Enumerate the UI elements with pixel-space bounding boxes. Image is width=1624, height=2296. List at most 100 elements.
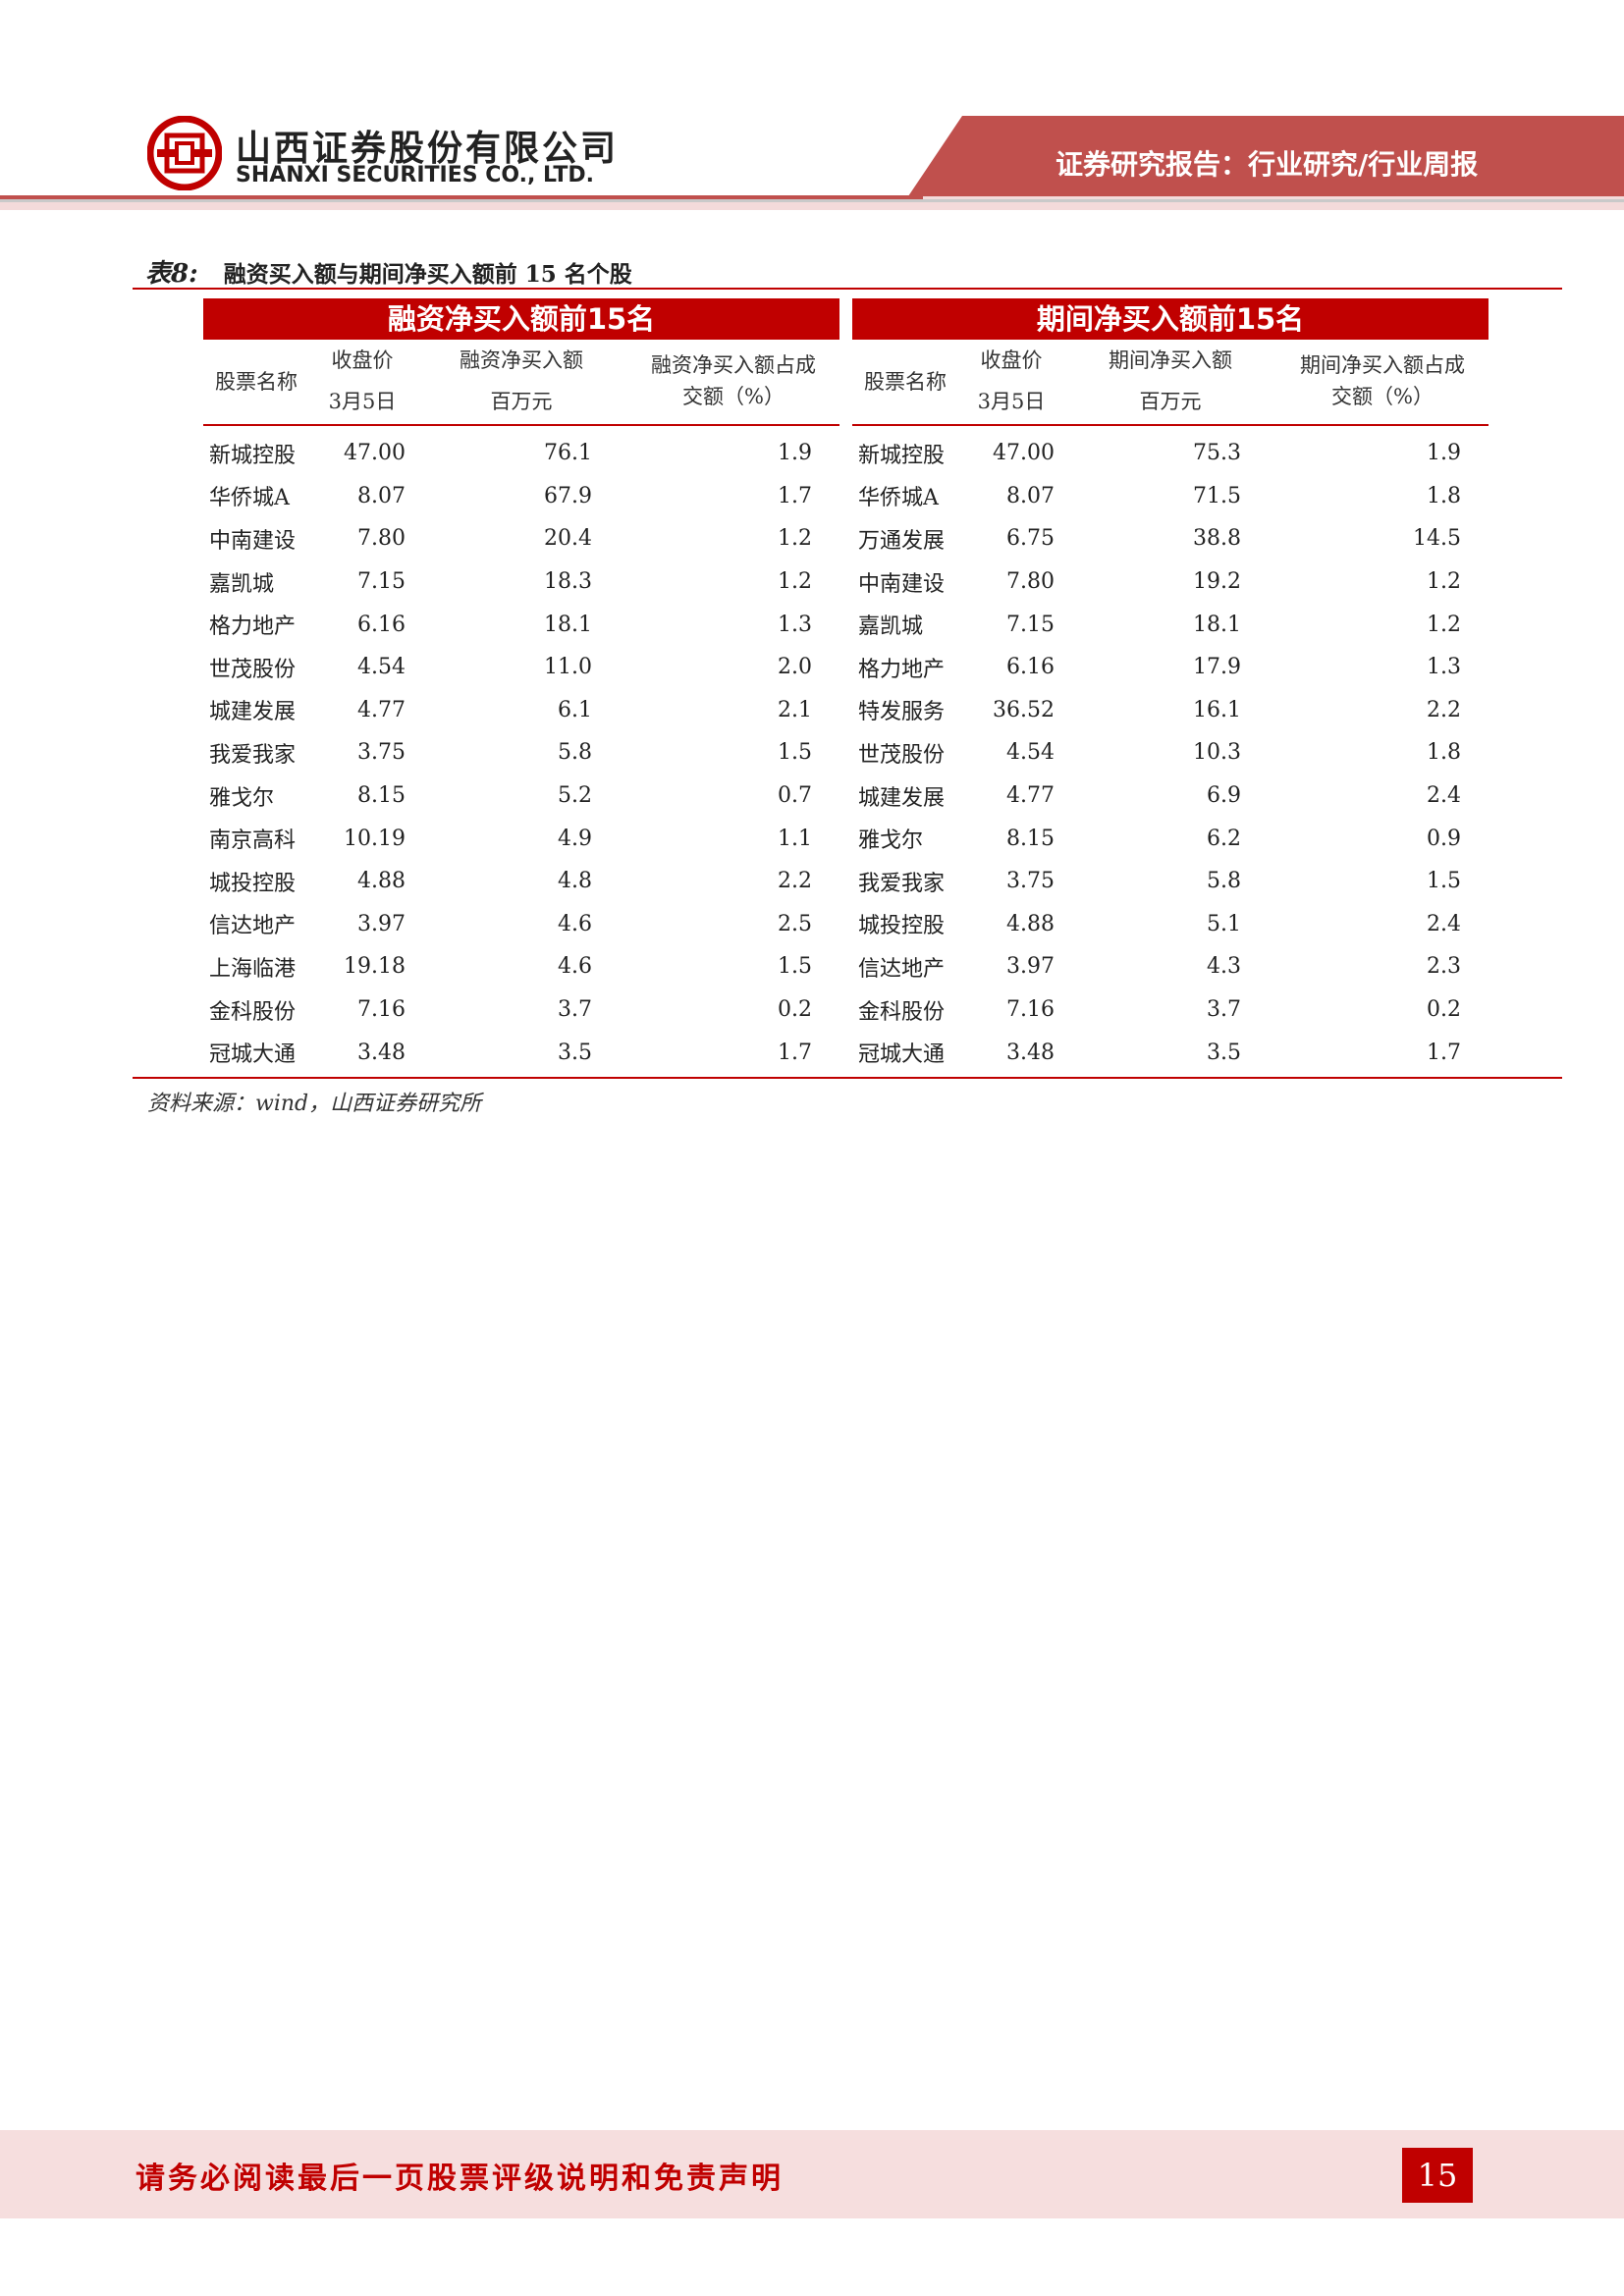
cell-close-price: 7.15 <box>357 569 406 595</box>
cell-ratio: 1.9 <box>1427 441 1461 466</box>
cell-net-buy: 6.1 <box>558 697 592 722</box>
cell-ratio: 2.2 <box>1427 697 1461 722</box>
cell-stock-name: 城建发展 <box>858 785 946 811</box>
cell-net-buy: 6.2 <box>1207 826 1241 851</box>
cell-stock-name: 中南建设 <box>858 571 946 597</box>
col-header-price: 收盘价 <box>980 348 1043 372</box>
cell-net-buy: 17.9 <box>1193 655 1241 680</box>
table-row: 雅戈尔 8.15 5.2 0.7 <box>203 774 839 818</box>
col-header-ratio-line1: 融资净买入额占成 <box>651 353 816 377</box>
table-row: 万通发展 6.75 38.8 14.5 <box>852 517 1489 561</box>
cell-stock-name: 信达地产 <box>209 914 297 939</box>
header-banner <box>0 116 1624 210</box>
cell-ratio: 0.2 <box>1427 997 1461 1023</box>
cell-stock-name: 世茂股份 <box>209 657 297 682</box>
cell-net-buy: 4.9 <box>558 826 592 851</box>
cell-ratio: 14.5 <box>1413 526 1461 552</box>
cell-stock-name: 新城控股 <box>209 443 297 468</box>
cell-stock-name: 格力地产 <box>858 657 946 682</box>
cell-close-price: 6.75 <box>1006 526 1055 552</box>
cell-ratio: 0.2 <box>778 997 812 1023</box>
cell-net-buy: 4.8 <box>558 869 592 894</box>
cell-ratio: 2.4 <box>1427 783 1461 809</box>
col-header-buy-unit: 百万元 <box>1139 390 1202 413</box>
col-header-buy: 期间净买入额 <box>1109 348 1232 372</box>
cell-net-buy: 11.0 <box>544 655 592 680</box>
cell-stock-name: 华侨城A <box>209 486 290 511</box>
table-row: 我爱我家 3.75 5.8 1.5 <box>203 731 839 774</box>
table-row: 金科股份 7.16 3.7 0.2 <box>852 988 1489 1032</box>
cell-ratio: 2.3 <box>1427 954 1461 980</box>
table-row: 我爱我家 3.75 5.8 1.5 <box>852 860 1489 903</box>
source-note: 资料来源：wind，山西证券研究所 <box>147 1092 482 1116</box>
cell-ratio: 1.7 <box>778 1040 812 1065</box>
report-type: 证券研究报告：行业研究/行业周报 <box>1056 148 1479 181</box>
table-row: 雅戈尔 8.15 6.2 0.9 <box>852 817 1489 860</box>
cell-close-price: 19.18 <box>344 954 406 980</box>
page-number: 15 <box>1402 2148 1473 2203</box>
cell-stock-name: 万通发展 <box>858 528 946 554</box>
cell-net-buy: 6.9 <box>1207 783 1241 809</box>
cell-stock-name: 格力地产 <box>209 614 297 640</box>
cell-stock-name: 城投控股 <box>209 871 297 896</box>
cell-stock-name: 金科股份 <box>209 999 297 1025</box>
cell-ratio: 2.0 <box>778 655 812 680</box>
table-row: 上海临港 19.18 4.6 1.5 <box>203 945 839 988</box>
table-row: 城建发展 4.77 6.1 2.1 <box>203 689 839 732</box>
table-row: 冠城大通 3.48 3.5 1.7 <box>203 1031 839 1074</box>
cell-ratio: 1.9 <box>778 441 812 466</box>
cell-close-price: 8.15 <box>1006 826 1055 851</box>
cell-stock-name: 雅戈尔 <box>858 828 924 854</box>
cell-ratio: 0.9 <box>1427 826 1461 851</box>
table-row: 世茂股份 4.54 11.0 2.0 <box>203 646 839 689</box>
table-row: 金科股份 7.16 3.7 0.2 <box>203 988 839 1032</box>
cell-ratio: 0.7 <box>778 783 812 809</box>
caption-label: 表8: <box>145 259 198 289</box>
col-header-ratio: 期间净买入额占成 交额（%） <box>1276 349 1489 412</box>
cell-net-buy: 3.7 <box>558 997 592 1023</box>
cell-close-price: 7.80 <box>1006 569 1055 595</box>
cell-ratio: 1.3 <box>778 612 812 637</box>
cell-stock-name: 新城控股 <box>858 443 946 468</box>
cell-ratio: 1.3 <box>1427 655 1461 680</box>
cell-net-buy: 3.7 <box>1207 997 1241 1023</box>
company-name-en: SHANXI SECURITIES CO., LTD. <box>236 163 594 187</box>
cell-net-buy: 4.6 <box>558 911 592 936</box>
col-header-price-date: 3月5日 <box>328 390 397 413</box>
col-header-buy-unit: 百万元 <box>490 390 553 413</box>
table-row: 中南建设 7.80 19.2 1.2 <box>852 561 1489 604</box>
cell-close-price: 47.00 <box>344 441 406 466</box>
cell-close-price: 7.80 <box>357 526 406 552</box>
cell-ratio: 1.2 <box>1427 569 1461 595</box>
page-header: 山西证券股份有限公司 SHANXI SECURITIES CO., LTD. 证… <box>0 0 1624 226</box>
table-row: 信达地产 3.97 4.6 2.5 <box>203 903 839 946</box>
table-header: 股票名称 收盘价 3月5日 期间净买入额 百万元 期间净买入额占成 交额（%） <box>852 340 1489 426</box>
table-caption: 表8: 融资买入额与期间净买入额前 15 名个股 <box>145 253 1559 289</box>
cell-close-price: 3.48 <box>1006 1040 1055 1065</box>
caption-divider <box>133 288 1562 290</box>
cell-ratio: 1.1 <box>778 826 812 851</box>
table-row: 冠城大通 3.48 3.5 1.7 <box>852 1031 1489 1074</box>
period-buy-table: 期间净买入额前15名 股票名称 收盘价 3月5日 期间净买入额 百万元 期间净买… <box>852 298 1489 1074</box>
cell-ratio: 2.1 <box>778 697 812 722</box>
cell-close-price: 8.15 <box>357 783 406 809</box>
company-name-cn: 山西证券股份有限公司 <box>236 129 620 169</box>
cell-close-price: 7.16 <box>1006 997 1055 1023</box>
cell-ratio: 1.5 <box>778 954 812 980</box>
col-header-name: 股票名称 <box>215 370 298 394</box>
cell-close-price: 8.07 <box>357 483 406 508</box>
cell-close-price: 10.19 <box>344 826 406 851</box>
table-row: 华侨城A 8.07 67.9 1.7 <box>203 475 839 518</box>
table-row: 嘉凯城 7.15 18.3 1.2 <box>203 561 839 604</box>
col-header-price-date: 3月5日 <box>977 390 1046 413</box>
col-header-ratio-line1: 期间净买入额占成 <box>1300 353 1465 377</box>
cell-close-price: 7.15 <box>1006 612 1055 637</box>
cell-stock-name: 城建发展 <box>209 700 297 725</box>
cell-ratio: 1.8 <box>1427 483 1461 508</box>
table-row: 特发服务 36.52 16.1 2.2 <box>852 689 1489 732</box>
table-row: 信达地产 3.97 4.3 2.3 <box>852 945 1489 988</box>
table-title: 融资净买入额前15名 <box>203 298 839 340</box>
cell-stock-name: 华侨城A <box>858 486 939 511</box>
col-header-ratio: 融资净买入额占成 交额（%） <box>627 349 839 412</box>
table-row: 华侨城A 8.07 71.5 1.8 <box>852 475 1489 518</box>
